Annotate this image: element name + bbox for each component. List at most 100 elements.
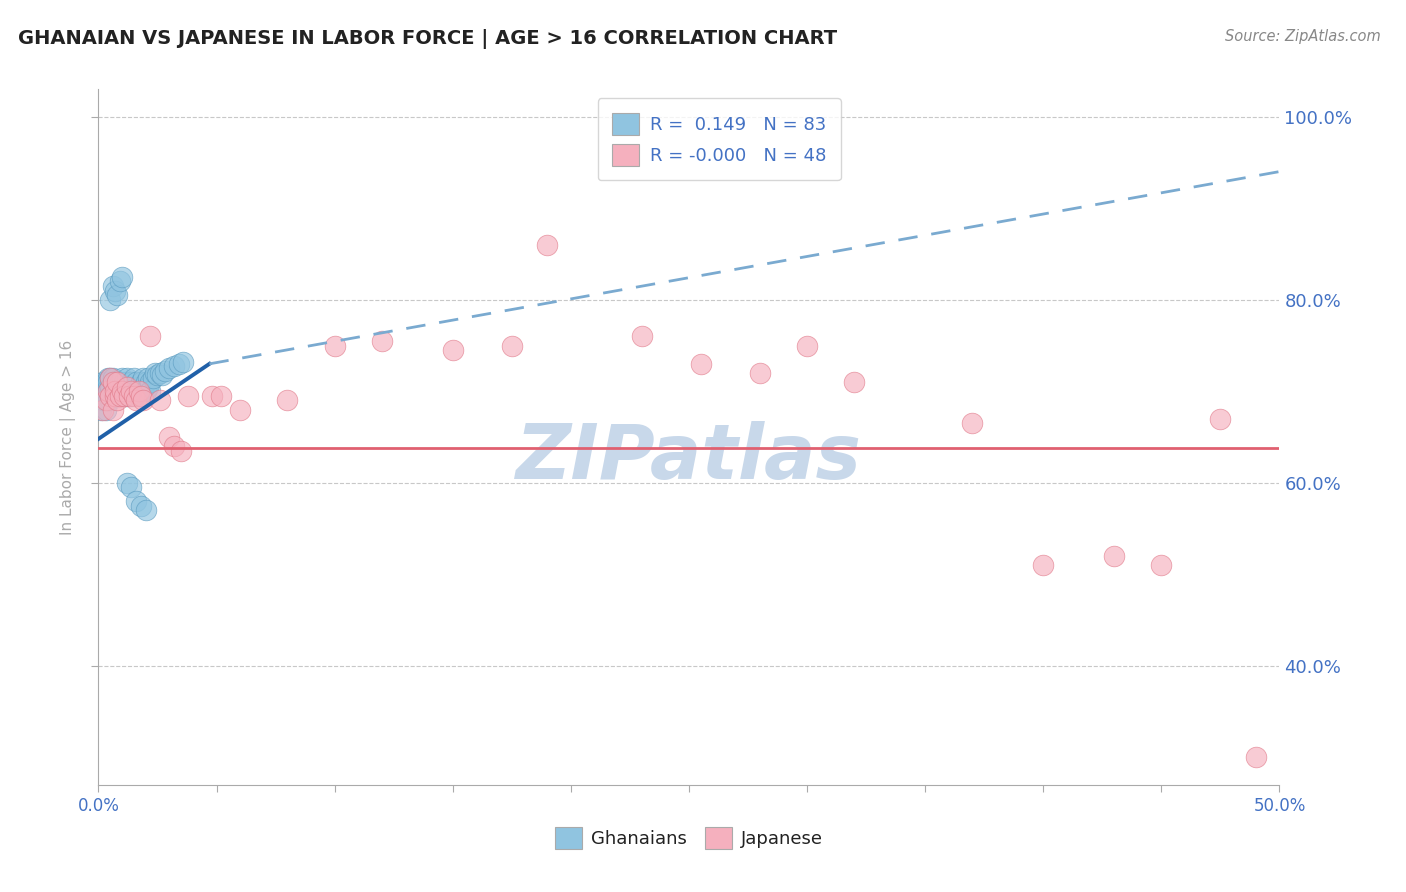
Point [139,329,162,343]
Point [115,370,138,384]
Point [177,389,200,403]
Point [371,334,394,348]
Point [112,375,135,389]
Point [139,384,162,399]
Point [98,389,121,403]
Point [98,293,121,307]
Point [101,370,124,384]
Point [104,389,127,403]
Point [135,375,157,389]
Point [128,384,150,399]
Point [98,370,121,384]
Point [108,375,131,389]
Point [115,384,138,399]
Point [135,384,157,399]
Point [536,237,558,252]
Point [170,443,193,458]
Point [323,338,346,352]
Point [105,384,128,399]
Legend: Ghanaians, Japanese: Ghanaians, Japanese [548,820,830,856]
Y-axis label: In Labor Force | Age > 16: In Labor Force | Age > 16 [59,340,76,534]
Point [101,384,124,399]
Point [91,402,114,417]
Point [108,275,131,289]
Point [104,389,127,403]
Point [90,402,112,417]
Point [105,393,128,408]
Point [143,366,166,380]
Point [94,375,117,389]
Point [748,366,770,380]
Point [129,384,152,399]
Point [149,366,172,380]
Point [91,393,114,408]
Point [94,402,117,417]
Point [276,393,298,408]
Point [91,384,114,399]
Point [111,370,134,384]
Point [125,393,148,408]
Point [104,284,127,298]
Point [104,384,127,399]
Point [163,359,186,373]
Point [101,389,124,403]
Point [94,389,117,403]
Point [121,384,143,399]
Point [97,370,120,384]
Point [1102,549,1125,563]
Point [111,389,134,403]
Point [98,380,121,394]
Point [1209,411,1232,425]
Point [101,375,124,389]
Point [128,389,150,403]
Point [201,389,224,403]
Text: ZIPatlas: ZIPatlas [516,421,862,495]
Point [115,389,138,403]
Point [1032,558,1054,573]
Point [97,375,120,389]
Point [121,389,143,403]
Point [121,480,143,494]
Point [132,370,155,384]
Point [146,368,169,382]
Point [796,338,818,352]
Point [105,375,128,389]
Point [91,375,114,389]
Point [135,503,157,517]
Point [153,364,176,378]
Point [129,499,152,513]
Point [98,384,121,399]
Point [1150,558,1173,573]
Point [132,393,155,408]
Point [132,384,155,399]
Point [112,389,135,403]
Point [97,384,120,399]
Point [111,269,134,284]
Point [112,384,135,399]
Point [150,368,173,382]
Point [118,389,141,403]
Point [115,380,138,394]
Point [108,389,131,403]
Point [111,380,134,394]
Point [98,393,121,408]
Point [122,370,145,384]
Point [105,375,128,389]
Point [125,384,148,399]
Point [129,389,152,403]
Point [108,389,131,403]
Point [122,389,145,403]
Point [104,384,127,399]
Point [118,380,141,394]
Point [97,384,120,399]
Point [105,389,128,403]
Point [104,375,127,389]
Point [101,279,124,293]
Point [128,380,150,394]
Text: GHANAIAN VS JAPANESE IN LABOR FORCE | AGE > 16 CORRELATION CHART: GHANAIAN VS JAPANESE IN LABOR FORCE | AG… [18,29,838,48]
Point [136,380,159,394]
Point [115,475,138,490]
Point [97,380,120,394]
Point [501,338,523,352]
Text: Source: ZipAtlas.com: Source: ZipAtlas.com [1225,29,1381,44]
